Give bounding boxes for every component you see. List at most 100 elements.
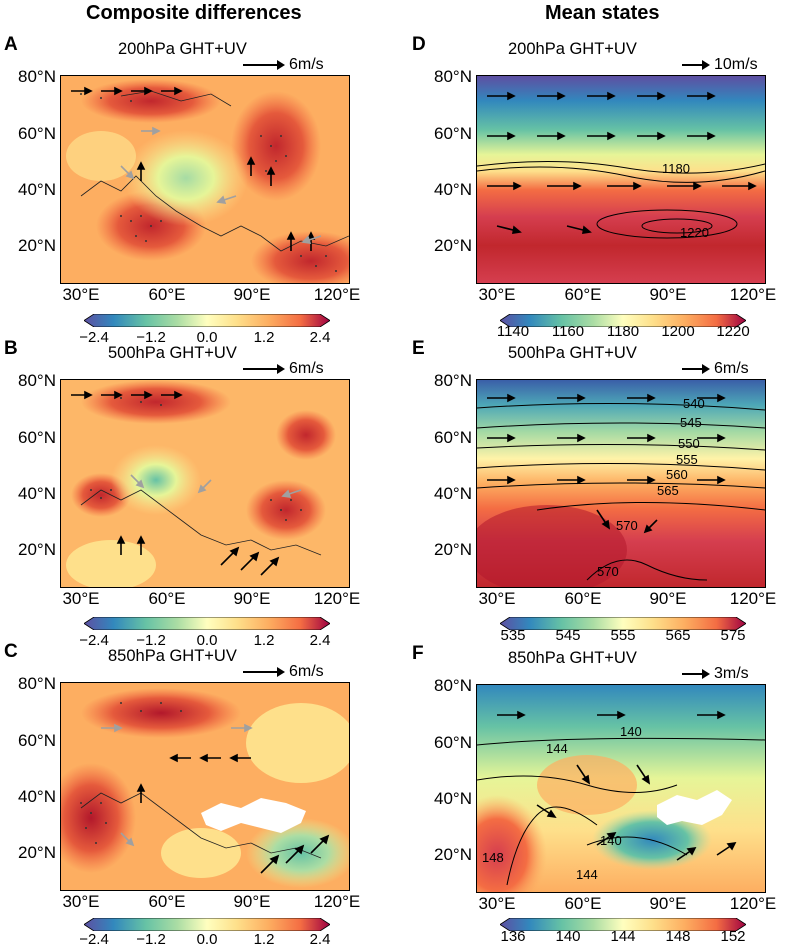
colorbar-b	[84, 617, 330, 630]
colorbar-a	[84, 314, 330, 327]
lon-tick-60e: 60°E	[148, 589, 186, 608]
contour-label-e-4: 555	[676, 452, 698, 467]
ref-vector-label: 6m/s	[289, 663, 324, 680]
lat-tick-20n: 20°N	[434, 236, 472, 255]
contour-label-f-2: 144	[546, 741, 568, 756]
lon-tick-60e: 60°E	[564, 589, 602, 608]
colorbar-c	[84, 918, 330, 931]
lat-tick-80n: 80°N	[18, 371, 56, 390]
lon-tick-30e: 30°E	[62, 589, 100, 608]
lat-tick-20n: 20°N	[18, 843, 56, 862]
cbar-a-tick-4: 2.4	[309, 329, 331, 346]
ref-arrow-icon	[682, 669, 710, 679]
ref-vector-b: 6m/s	[243, 360, 324, 378]
ref-vector-f: 3m/s	[682, 665, 749, 683]
panel-label-f: F	[412, 643, 424, 664]
panel-label-c: C	[4, 641, 18, 662]
lat-tick-20n: 20°N	[434, 540, 472, 559]
cbar-b-tick-4: 2.4	[309, 632, 331, 649]
lat-tick-60n: 60°N	[434, 124, 472, 143]
lat-tick-20n: 20°N	[18, 540, 56, 559]
lon-tick-120e: 120°E	[313, 589, 361, 608]
contour-label-e-5: 560	[666, 467, 688, 482]
map-panel-b	[60, 379, 350, 588]
wind-vectors	[71, 86, 316, 251]
cbar-c-tick-2: 0.0	[196, 931, 218, 948]
cbar-e-tick-3: 565	[665, 627, 691, 644]
cbar-a-tick-3: 1.2	[253, 329, 275, 346]
contour-label-e-1: 540	[683, 396, 705, 411]
lat-tick-20n: 20°N	[18, 236, 56, 255]
lat-tick-60n: 60°N	[434, 428, 472, 447]
lon-tick-60e: 60°E	[564, 894, 602, 913]
contour-label-e-8: 570	[597, 564, 619, 579]
cbar-b-tick-0: −2.4	[79, 632, 109, 649]
ref-arrow-icon	[682, 60, 710, 70]
lon-tick-30e: 30°E	[62, 285, 100, 304]
ref-vector-label: 10m/s	[714, 56, 758, 73]
colorbar-d	[500, 314, 746, 327]
contour-label-d-2: 1220	[680, 225, 709, 240]
cbar-f-tick-0: 136	[500, 928, 526, 945]
cbar-b-tick-3: 1.2	[253, 632, 275, 649]
contour-label-e-3: 550	[678, 436, 700, 451]
contour-label-f-3: 140	[600, 833, 622, 848]
header-composite-differences: Composite differences	[86, 2, 302, 24]
lon-tick-60e: 60°E	[148, 892, 186, 911]
lon-tick-120e: 120°E	[313, 892, 361, 911]
cbar-e-tick-2: 555	[610, 627, 636, 644]
lat-tick-40n: 40°N	[434, 789, 472, 808]
header-mean-states: Mean states	[545, 2, 660, 24]
cbar-b-tick-1: −1.2	[136, 632, 166, 649]
lat-tick-80n: 80°N	[18, 67, 56, 86]
lat-tick-60n: 60°N	[18, 731, 56, 750]
cbar-c-tick-4: 2.4	[309, 931, 331, 948]
ref-vector-label: 6m/s	[289, 56, 324, 73]
ref-vector-label: 3m/s	[714, 665, 749, 682]
lon-tick-90e: 90°E	[649, 589, 687, 608]
cbar-c-tick-0: −2.4	[79, 931, 109, 948]
cbar-f-tick-2: 144	[610, 928, 636, 945]
cbar-e-tick-0: 535	[500, 627, 526, 644]
map-panel-e	[476, 379, 766, 588]
lon-tick-30e: 30°E	[478, 589, 516, 608]
ref-vector-d: 10m/s	[682, 56, 758, 74]
panel-label-e: E	[412, 338, 425, 359]
cbar-a-tick-0: −2.4	[79, 329, 109, 346]
lat-tick-40n: 40°N	[18, 787, 56, 806]
panel-title-e: 500hPa GHT+UV	[508, 344, 637, 362]
cbar-c-tick-3: 1.2	[253, 931, 275, 948]
lat-tick-80n: 80°N	[434, 67, 472, 86]
significance-dots	[80, 93, 337, 272]
lon-tick-30e: 30°E	[478, 894, 516, 913]
panel-title-b: 500hPa GHT+UV	[108, 344, 237, 362]
lon-tick-90e: 90°E	[233, 589, 271, 608]
cbar-a-tick-2: 0.0	[196, 329, 218, 346]
map-panel-c	[60, 682, 350, 891]
lon-tick-120e: 120°E	[729, 285, 777, 304]
cbar-d-tick-3: 1200	[661, 323, 695, 340]
contour-label-e-2: 545	[680, 415, 702, 430]
panel-label-b: B	[4, 338, 18, 359]
cbar-f-tick-3: 148	[665, 928, 691, 945]
cbar-e-tick-4: 575	[720, 627, 746, 644]
lon-tick-60e: 60°E	[148, 285, 186, 304]
lon-tick-90e: 90°E	[233, 892, 271, 911]
lat-tick-40n: 40°N	[18, 484, 56, 503]
ref-arrow-icon	[243, 60, 285, 70]
cbar-b-tick-2: 0.0	[196, 632, 218, 649]
colorbar-f	[500, 918, 746, 931]
ref-arrow-icon	[682, 364, 710, 374]
ref-arrow-icon	[243, 364, 285, 374]
lat-tick-20n: 20°N	[434, 845, 472, 864]
panel-label-a: A	[4, 34, 18, 55]
lon-tick-90e: 90°E	[649, 285, 687, 304]
panel-title-a: 200hPa GHT+UV	[118, 40, 247, 58]
lon-tick-30e: 30°E	[62, 892, 100, 911]
ref-vector-label: 6m/s	[714, 360, 749, 377]
lat-tick-80n: 80°N	[434, 371, 472, 390]
cbar-d-tick-2: 1180	[606, 323, 640, 340]
contour-label-e-7: 570	[616, 518, 638, 533]
ref-vector-label: 6m/s	[289, 360, 324, 377]
lat-tick-60n: 60°N	[434, 733, 472, 752]
